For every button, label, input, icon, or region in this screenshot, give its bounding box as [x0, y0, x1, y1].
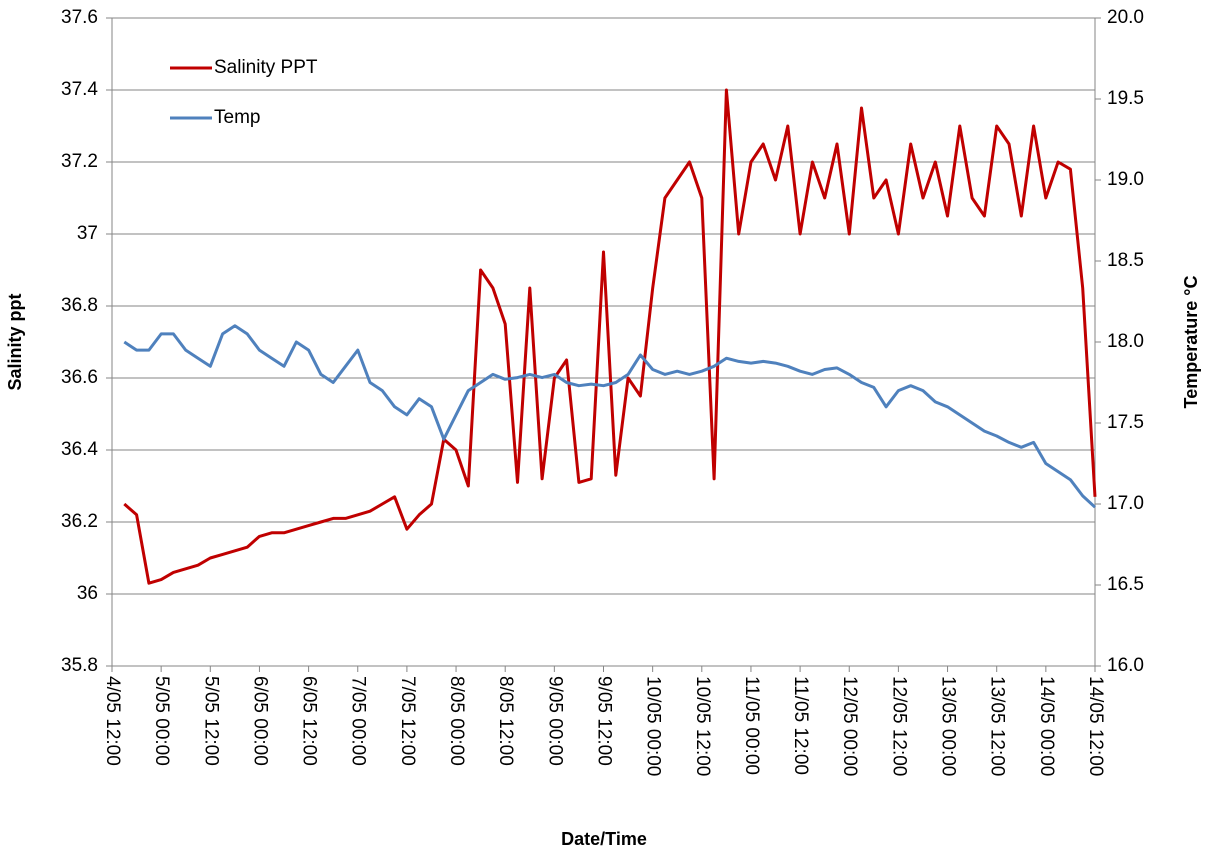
y-tick-label: 36.6: [61, 367, 98, 388]
data-line: [123, 88, 1097, 585]
y2-tick-label: 16.5: [1107, 574, 1144, 595]
y-tick-label: 36: [77, 583, 98, 604]
x-tick-label: 5/05 12:00: [200, 676, 221, 766]
y2-tick-label: 17.0: [1107, 493, 1144, 514]
legend-label: Temp: [214, 107, 260, 128]
y-tick-label: 36.8: [61, 295, 98, 316]
y-tick-label: 37.2: [61, 151, 98, 172]
y2-tick-label: 18.5: [1107, 250, 1144, 271]
x-tick-label: 14/05 12:00: [1085, 676, 1106, 776]
x-tick-label: 7/05 00:00: [348, 676, 369, 766]
x-tick-label: 8/05 12:00: [495, 676, 516, 766]
y2-tick-label: 18.0: [1107, 331, 1144, 352]
x-tick-label: 14/05 00:00: [1036, 676, 1057, 776]
x-tick-label: 7/05 12:00: [397, 676, 418, 766]
y2-axis-title: Temperature °C: [1181, 276, 1201, 409]
y-tick-label: 37: [77, 223, 98, 244]
x-tick-label: 12/05 00:00: [839, 676, 860, 776]
x-tick-label: 6/05 00:00: [249, 676, 270, 766]
x-tick-label: 6/05 12:00: [299, 676, 320, 766]
x-tick-label: 8/05 00:00: [446, 676, 467, 766]
x-tick-label: 4/05 12:00: [102, 676, 123, 766]
y2-tick-label: 19.0: [1107, 169, 1144, 190]
x-tick-label: 10/05 00:00: [643, 676, 664, 776]
y2-tick-label: 16.0: [1107, 655, 1144, 676]
x-tick-label: 5/05 00:00: [151, 676, 172, 766]
y-axis-title: Salinity ppt: [5, 293, 25, 390]
data-line: [123, 324, 1097, 509]
y-tick-label: 37.6: [61, 7, 98, 28]
x-tick-label: 11/05 12:00: [790, 676, 811, 775]
legend-label: Salinity PPT: [214, 57, 318, 78]
y2-tick-label: 19.5: [1107, 88, 1144, 109]
y-tick-label: 37.4: [61, 79, 98, 100]
y-tick-label: 35.8: [61, 655, 98, 676]
y-tick-label: 36.4: [61, 439, 98, 460]
x-tick-label: 11/05 00:00: [741, 676, 762, 775]
x-tick-label: 13/05 12:00: [987, 676, 1008, 776]
x-tick-label: 9/05 12:00: [593, 676, 614, 766]
x-tick-label: 10/05 12:00: [692, 676, 713, 776]
y2-tick-label: 17.5: [1107, 412, 1144, 433]
x-tick-label: 12/05 12:00: [888, 676, 909, 776]
x-tick-label: 13/05 00:00: [938, 676, 959, 776]
x-axis-title: Date/Time: [561, 829, 647, 849]
y2-tick-label: 20.0: [1107, 7, 1144, 28]
x-tick-label: 9/05 00:00: [544, 676, 565, 766]
y-tick-label: 36.2: [61, 511, 98, 532]
